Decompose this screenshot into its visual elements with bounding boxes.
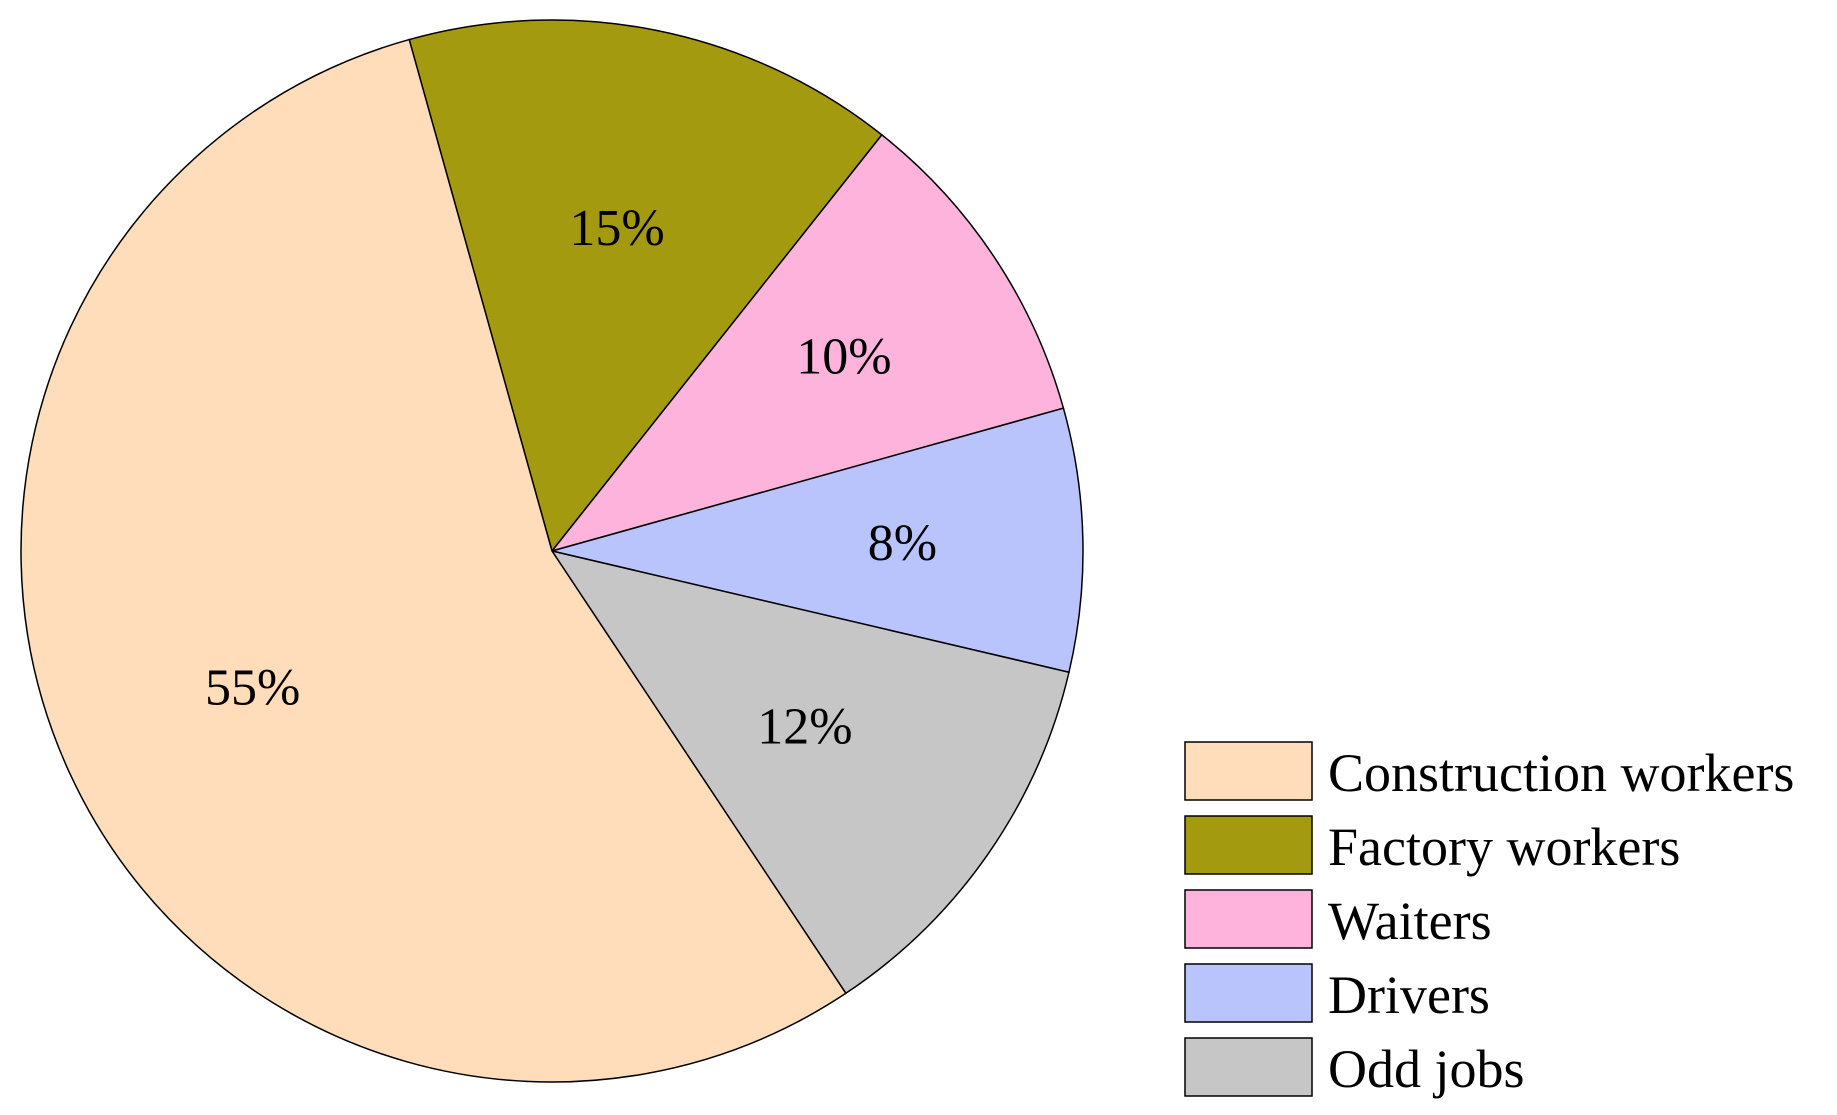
- legend-label-factory-workers: Factory workers: [1328, 817, 1680, 877]
- legend-swatch-factory-workers: [1184, 815, 1313, 875]
- slice-label-drivers: 8%: [868, 515, 937, 572]
- pie-slice-waiters: [549, 133, 1065, 553]
- slice-label-waiters: 10%: [796, 329, 891, 386]
- pie-slice-drivers: [551, 407, 1084, 674]
- legend-label-construction-workers: Construction workers: [1328, 743, 1794, 803]
- legend-swatch-odd-jobs: [1184, 1037, 1313, 1097]
- slice-label-factory-workers: 15%: [569, 200, 664, 257]
- legend-swatch-construction-workers: [1184, 741, 1313, 801]
- pie-slice-odd-jobs: [550, 549, 1070, 995]
- slice-label-construction-workers: 55%: [205, 660, 300, 717]
- legend-label-drivers: Drivers: [1328, 965, 1490, 1025]
- pie-slice-labels: 15% 10% 8% 12% 55%: [205, 200, 937, 755]
- slice-label-odd-jobs: 12%: [757, 698, 852, 755]
- legend-swatch-drivers: [1184, 963, 1313, 1023]
- pie-slice-construction-workers: [20, 38, 847, 1083]
- chart-legend: Construction workers Factory workers Waite…: [1184, 741, 1794, 1099]
- legend-label-odd-jobs: Odd jobs: [1328, 1039, 1525, 1099]
- pie-slices: [20, 19, 1084, 1083]
- legend-label-waiters: Waiters: [1328, 891, 1492, 951]
- pie-slice-factory-workers: [408, 19, 883, 553]
- legend-swatch-waiters: [1184, 889, 1313, 949]
